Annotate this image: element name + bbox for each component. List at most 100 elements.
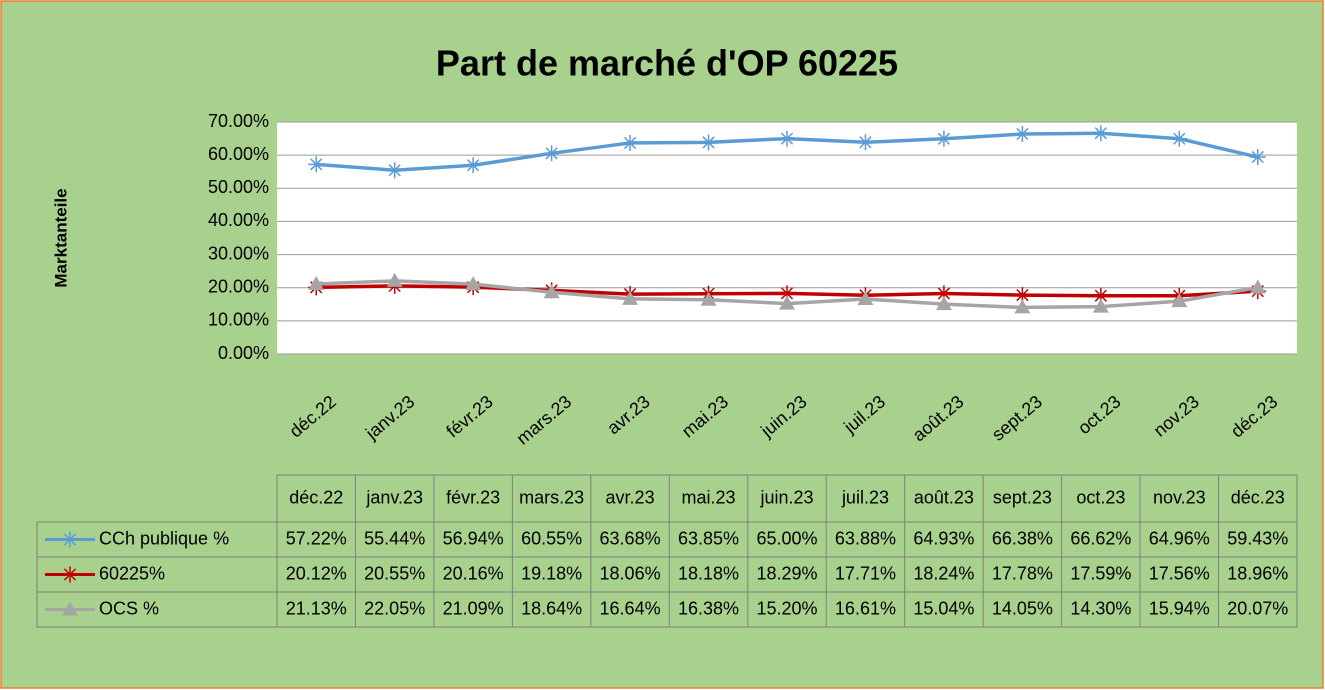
marker xyxy=(386,272,403,287)
marker xyxy=(1249,149,1266,166)
y-tick-label: 60.00% xyxy=(208,144,269,164)
table-cell: 20.07% xyxy=(1227,598,1288,618)
y-tick-label: 0.00% xyxy=(218,343,269,363)
table-cell: 20.16% xyxy=(443,563,504,583)
marker xyxy=(1249,279,1266,294)
table-header: sept.23 xyxy=(993,487,1052,507)
y-tick-label: 70.00% xyxy=(208,111,269,131)
table-cell: 16.38% xyxy=(678,598,739,618)
marker xyxy=(779,285,795,302)
table-cell: 17.78% xyxy=(992,563,1053,583)
table-cell: 20.12% xyxy=(286,563,347,583)
table-header: nov.23 xyxy=(1153,487,1206,507)
plot-area xyxy=(277,122,1297,354)
table-header: juil.23 xyxy=(841,487,889,507)
marker xyxy=(1014,299,1031,314)
table-body-border xyxy=(36,521,1298,628)
marker xyxy=(700,291,717,306)
table-header: août.23 xyxy=(914,487,974,507)
marker xyxy=(308,275,325,290)
table-cell: 15.94% xyxy=(1149,598,1210,618)
table-header: janv.23 xyxy=(365,487,423,507)
chart-title: Part de marché d'OP 60225 xyxy=(436,43,898,84)
table-header: déc.23 xyxy=(1231,487,1285,507)
y-tick-label: 40.00% xyxy=(208,210,269,230)
table-cell: 21.13% xyxy=(286,598,347,618)
marker xyxy=(1014,125,1031,142)
table-cell: 18.29% xyxy=(756,563,817,583)
legend-marker xyxy=(62,566,78,583)
legend-marker xyxy=(62,601,78,616)
table-cell: 55.44% xyxy=(364,528,425,548)
table-header: oct.23 xyxy=(1076,487,1125,507)
table-cell: 57.22% xyxy=(286,528,347,548)
y-axis-title: Marktanteile xyxy=(51,188,70,287)
table-cell: 15.20% xyxy=(756,598,817,618)
y-tick-label: 10.00% xyxy=(208,310,269,330)
marker xyxy=(1014,287,1031,304)
table-cell: 65.00% xyxy=(756,528,817,548)
marker xyxy=(1171,293,1188,308)
table-header: juin.23 xyxy=(759,487,813,507)
table-cell: 20.55% xyxy=(364,563,425,583)
marker xyxy=(1092,298,1109,313)
table-cell: 17.59% xyxy=(1070,563,1131,583)
table-cell: 64.93% xyxy=(913,528,974,548)
table-cell: 66.62% xyxy=(1070,528,1131,548)
table-header: mai.23 xyxy=(682,487,736,507)
table-cell: 15.04% xyxy=(913,598,974,618)
table-cell: 22.05% xyxy=(364,598,425,618)
marker xyxy=(857,290,874,305)
table-cell: 60.55% xyxy=(521,528,582,548)
table-cell: 63.68% xyxy=(600,528,661,548)
table-cell: 56.94% xyxy=(443,528,504,548)
table-cell: 63.88% xyxy=(835,528,896,548)
marker xyxy=(1092,287,1109,304)
marker xyxy=(386,162,403,179)
legend-label: OCS % xyxy=(99,598,159,618)
y-tick-label: 30.00% xyxy=(208,243,269,263)
marker xyxy=(935,130,952,147)
table-cell: 63.85% xyxy=(678,528,739,548)
table-cell: 59.43% xyxy=(1227,528,1288,548)
table-header: avr.23 xyxy=(606,487,655,507)
table-cell: 21.09% xyxy=(443,598,504,618)
table-cell: 64.96% xyxy=(1149,528,1210,548)
y-tick-label: 20.00% xyxy=(208,276,269,296)
table-cell: 16.61% xyxy=(835,598,896,618)
table-header: mars.23 xyxy=(519,487,584,507)
legend-marker xyxy=(62,531,78,548)
table-cell: 18.64% xyxy=(521,598,582,618)
table-cell: 16.64% xyxy=(600,598,661,618)
table-cell: 17.71% xyxy=(835,563,896,583)
marker xyxy=(1171,130,1188,147)
marker xyxy=(543,145,560,162)
marker xyxy=(857,134,874,151)
marker xyxy=(622,134,639,151)
table-cell: 18.06% xyxy=(600,563,661,583)
table-header: févr.23 xyxy=(446,487,500,507)
marker xyxy=(1092,125,1109,142)
table-cell: 18.18% xyxy=(678,563,739,583)
marker xyxy=(465,157,482,174)
marker xyxy=(308,156,325,173)
marker xyxy=(935,285,952,302)
y-tick-label: 50.00% xyxy=(208,177,269,197)
marker xyxy=(622,290,639,305)
marker xyxy=(700,134,717,151)
table-cell: 18.24% xyxy=(913,563,974,583)
table-header: déc.22 xyxy=(289,487,343,507)
table-cell: 66.38% xyxy=(992,528,1053,548)
table-cell: 17.56% xyxy=(1149,563,1210,583)
table-cell: 19.18% xyxy=(521,563,582,583)
marker xyxy=(779,295,795,310)
marker xyxy=(779,130,795,147)
table-cell: 14.05% xyxy=(992,598,1053,618)
legend-label: CCh publique % xyxy=(99,528,229,548)
marker xyxy=(465,276,482,291)
table-cell: 18.96% xyxy=(1227,563,1288,583)
legend-label: 60225% xyxy=(99,563,165,583)
marker xyxy=(543,284,560,299)
table-cell: 14.30% xyxy=(1070,598,1131,618)
